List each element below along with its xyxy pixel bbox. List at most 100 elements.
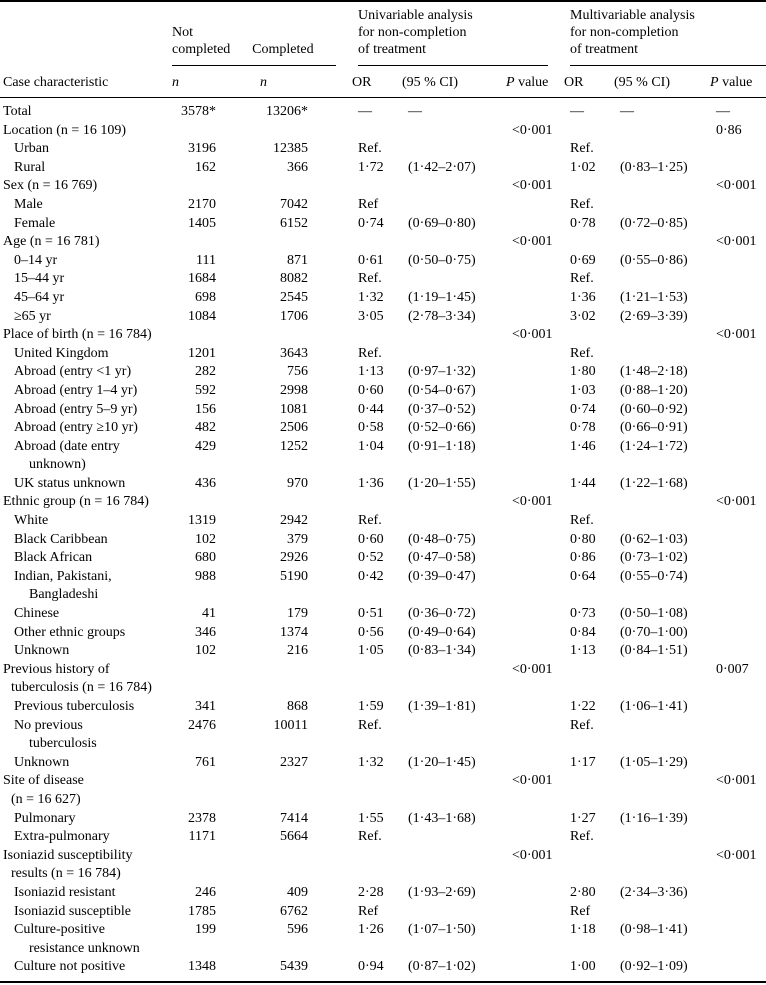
uni-ci: (1·42–2·07) (408, 159, 476, 175)
not-completed-n: 199 (195, 922, 216, 938)
multi-or (564, 493, 614, 512)
multi-ci: (1·16–1·39) (620, 810, 688, 826)
header-group-multivariable: Multivariable analysis for non-completio… (564, 1, 766, 66)
multi-or: Ref. (570, 513, 594, 529)
multi-ci: (0·88–1·20) (620, 382, 688, 398)
table-body: Total 3578* 13206* — — — — — Location (n = 16 10… (0, 98, 766, 982)
completed-n: 2998 (280, 382, 308, 398)
multi-or: 1·13 (570, 643, 596, 659)
completed-n: 2926 (280, 550, 308, 566)
table-row: Ethnic group (n = 16 784) <0·001 <0·001 (0, 493, 766, 512)
uni-p-value (506, 475, 564, 494)
multi-or: 0·73 (570, 606, 596, 622)
row-label: Chinese (14, 606, 60, 622)
uni-ci (402, 847, 506, 884)
uni-or: 0·52 (358, 550, 384, 566)
uni-or (352, 661, 402, 698)
not-completed-n: 3578* (181, 104, 216, 119)
uni-p-value (506, 884, 564, 903)
uni-or: 1·59 (358, 699, 384, 714)
multi-or: Ref. (570, 196, 594, 212)
header-group-counts: Not completed Completed (172, 1, 352, 66)
multi-p-value: <0·001 (716, 327, 757, 343)
uni-ci: (0·50–0·75) (408, 252, 476, 268)
completed-n (260, 772, 352, 809)
multi-ci (614, 847, 710, 884)
completed-n (260, 122, 352, 141)
uni-p-value (506, 270, 564, 289)
uni-ci: (0·37–0·52) (408, 401, 476, 417)
uni-p-value (506, 215, 564, 234)
not-completed-n: 1405 (188, 215, 216, 231)
completed-n: 756 (287, 364, 308, 380)
multi-p-value (710, 196, 766, 215)
not-completed-n (172, 847, 260, 884)
row-label: Unknown (14, 643, 70, 659)
not-completed-n: 41 (202, 606, 216, 622)
table-row: Abroad (entry 5–9 yr) 156 1081 0·44 (0·37–0·… (0, 401, 766, 420)
not-completed-n (172, 177, 260, 196)
table-row: 45–64 yr 698 2545 1·32 (1·19–1·45) 1·36 (1·21–… (0, 289, 766, 308)
table-row: Culture not positive 1348 5439 0·94 (0·87–1·… (0, 958, 766, 982)
table-row: Black African 680 2926 0·52 (0·47–0·58) 0·86 (… (0, 549, 766, 568)
uni-ci: (1·07–1·50) (408, 922, 476, 938)
multi-ci: (2·69–3·39) (620, 308, 688, 324)
completed-n: 596 (287, 922, 308, 938)
not-completed-n: 482 (195, 420, 216, 436)
multi-or (564, 661, 614, 698)
uni-or: 1·36 (358, 475, 384, 491)
table-row: United Kingdom 1201 3643 Ref. Ref. (0, 345, 766, 364)
not-completed-n: 1348 (188, 959, 216, 975)
uni-ci: (1·19–1·45) (408, 289, 476, 305)
multi-p-value (710, 624, 766, 643)
uni-p-value (506, 363, 564, 382)
uni-p-value (506, 438, 564, 475)
not-completed-n: 282 (195, 364, 216, 380)
completed-n: 5664 (280, 829, 308, 845)
uni-ci: (0·47–0·58) (408, 550, 476, 566)
completed-n: 7042 (280, 196, 308, 212)
row-label: Previous tuberculosis (14, 699, 135, 714)
multi-ci (614, 140, 710, 159)
row-label: UK status unknown (14, 475, 126, 491)
completed-n: 7414 (280, 810, 308, 826)
multi-or (564, 847, 614, 884)
header-multi-or: OR (564, 66, 614, 98)
multi-ci: (0·50–1·08) (620, 606, 688, 622)
table-row: Abroad (entry <1 yr) 282 756 1·13 (0·97–1·32… (0, 363, 766, 382)
uni-or: Ref. (358, 271, 382, 287)
completed-n (260, 847, 352, 884)
completed-n: 2942 (280, 513, 308, 529)
multi-ci: (0·60–0·92) (620, 401, 688, 417)
table-row: Age (n = 16 781) <0·001 <0·001 (0, 233, 766, 252)
uni-ci (402, 122, 506, 141)
table-row: ≥65 yr 1084 1706 3·05 (2·78–3·34) 3·02 (2·69–3… (0, 308, 766, 327)
table-row: White 1319 2942 Ref. Ref. (0, 512, 766, 531)
table-row: Other ethnic groups 346 1374 0·56 (0·49–0·64… (0, 624, 766, 643)
table-row: Isoniazid susceptibility results (n = 16… (0, 847, 766, 884)
multi-p-value: <0·001 (716, 234, 757, 250)
uni-ci: (0·54–0·67) (408, 382, 476, 398)
uni-p-value (506, 921, 564, 958)
uni-or: 3·05 (358, 308, 384, 324)
table-row: Chinese 41 179 0·51 (0·36–0·72) 0·73 (0·50–1·0… (0, 605, 766, 624)
header-case-characteristic: Case characteristic (0, 1, 172, 98)
uni-or (352, 326, 402, 345)
completed-n: 179 (287, 606, 308, 622)
multi-ci (614, 717, 710, 754)
table-row: Isoniazid resistant 246 409 2·28 (1·93–2·69)… (0, 884, 766, 903)
table-header: Case characteristic Not completed Comple… (0, 1, 766, 98)
multi-p-value (710, 921, 766, 958)
header-multi-ci: (95 % CI) (614, 66, 710, 98)
multi-ci: (0·55–0·74) (620, 568, 688, 584)
completed-n: 3643 (280, 345, 308, 361)
uni-ci (402, 326, 506, 345)
uni-p-value (506, 531, 564, 550)
completed-n: 6762 (280, 903, 308, 919)
uni-ci: (2·78–3·34) (408, 308, 476, 324)
uni-ci (402, 717, 506, 754)
row-label: Black African (14, 550, 93, 566)
multi-p-value (710, 308, 766, 327)
multi-p-value: — (716, 104, 730, 119)
multi-p-value (710, 717, 766, 754)
